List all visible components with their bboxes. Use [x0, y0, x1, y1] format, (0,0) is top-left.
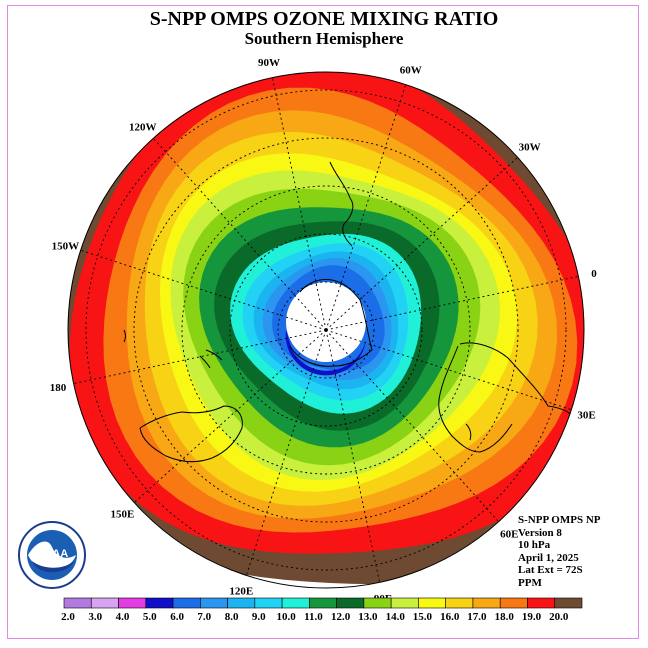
longitude-label: 60E	[500, 529, 518, 541]
colorbar: 2.0 3.0 4.0 5.0 6.0 7.0 8.0 9.0 10.0 11.0 12.0 13.0…	[61, 597, 583, 623]
colorbar-swatch	[418, 597, 446, 609]
coastline-islands	[123, 329, 472, 441]
colorbar-label: 15.0	[413, 611, 433, 623]
figure-frame	[7, 5, 639, 639]
colorbar-swatch	[63, 597, 92, 609]
colorbar-swatch	[145, 597, 174, 609]
coastline-antarctica	[289, 279, 373, 367]
map-boundary	[67, 71, 585, 589]
longitude-label: 150W	[52, 240, 80, 252]
colorbar-label: 12.0	[331, 611, 351, 623]
colorbar-swatch	[499, 597, 528, 609]
colorbar-label: 6.0	[170, 611, 184, 623]
longitude-label: 150E	[110, 508, 134, 520]
longitude-label: 0	[591, 268, 597, 280]
colorbar-swatch	[445, 597, 474, 609]
colorbar-label: 9.0	[252, 611, 266, 623]
colorbar-swatch	[363, 597, 392, 609]
meridian-line	[245, 329, 327, 576]
latitude-circle	[85, 89, 567, 571]
longitude-label: 90W	[258, 57, 280, 69]
meridian-line	[325, 275, 579, 331]
meta-units: PPM	[518, 576, 542, 589]
colorbar-label: 7.0	[197, 611, 211, 623]
colorbar-swatch	[527, 597, 556, 609]
longitude-label: 120W	[129, 121, 157, 133]
lat-lon-grid	[73, 77, 579, 583]
colorbar-label: 14.0	[386, 611, 406, 623]
noaa-logo-text: NOAA	[36, 548, 68, 560]
colorbar-swatch	[172, 597, 201, 609]
polar-hole	[286, 282, 366, 362]
colorbar-swatch	[554, 597, 583, 609]
colorbar-label: 20.0	[549, 611, 569, 623]
colorbar-swatch	[390, 597, 419, 609]
colorbar-swatch	[472, 597, 501, 609]
coastline-australia	[139, 405, 243, 463]
colorbar-label: 11.0	[304, 611, 323, 623]
colorbar-label: 19.0	[522, 611, 542, 623]
latitude-circle	[181, 185, 471, 475]
longitude-label: 30W	[519, 142, 541, 154]
meridian-line	[80, 249, 327, 331]
noaa-logo-seal: NOAA	[18, 521, 86, 589]
colorbar-label: 10.0	[276, 611, 296, 623]
colorbar-swatch	[90, 597, 119, 609]
colorbar-label: 8.0	[225, 611, 239, 623]
colorbar-label: 4.0	[116, 611, 130, 623]
colorbar-label: 3.0	[88, 611, 102, 623]
colorbar-label: 2.0	[61, 611, 75, 623]
meridian-line	[73, 329, 327, 385]
meta-level: 10 hPa	[518, 539, 551, 551]
noaa-logo: NOAA	[18, 521, 86, 589]
latitude-circle	[133, 137, 519, 523]
longitude-label: 120E	[229, 586, 253, 598]
map-subtitle: Southern Hemisphere	[244, 29, 404, 48]
longitude-label: 30E	[577, 410, 595, 422]
colorbar-swatch	[336, 597, 365, 609]
colorbar-swatch	[227, 597, 256, 609]
colorbar-label: 16.0	[440, 611, 460, 623]
colorbar-swatch	[254, 597, 283, 609]
coastline-africa	[438, 342, 575, 453]
meta-instrument: S-NPP OMPS NP	[518, 514, 601, 526]
metadata-block: S-NPP OMPS NP Version 8 10 hPa April 1, …	[518, 514, 601, 589]
meta-date: April 1, 2025	[518, 551, 579, 564]
meta-version: Version 8	[518, 526, 562, 539]
meridian-line	[325, 84, 407, 331]
latitude-circle	[229, 233, 423, 427]
colorbar-label: 5.0	[143, 611, 157, 623]
longitude-label: 180	[50, 382, 67, 394]
colorbar-swatch	[281, 597, 310, 609]
colorbar-label: 18.0	[495, 611, 515, 623]
coastline-new-zealand	[199, 349, 223, 369]
colorbar-swatch	[309, 597, 337, 609]
colorbar-swatch	[200, 597, 228, 609]
latitude-circle	[277, 281, 375, 379]
colorbar-swatch	[118, 597, 147, 609]
longitude-label: 60W	[400, 64, 422, 76]
coastlines	[123, 161, 575, 463]
meta-lat-ext: Lat Ext = 72S	[518, 564, 583, 576]
colorbar-label: 13.0	[358, 611, 378, 623]
map-title: S-NPP OMPS OZONE MIXING RATIO	[149, 8, 499, 30]
meridian-line	[325, 329, 381, 583]
meridian-line	[271, 77, 327, 331]
ozone-field	[68, 72, 584, 585]
meridian-line	[325, 329, 572, 411]
colorbar-label: 17.0	[467, 611, 487, 623]
